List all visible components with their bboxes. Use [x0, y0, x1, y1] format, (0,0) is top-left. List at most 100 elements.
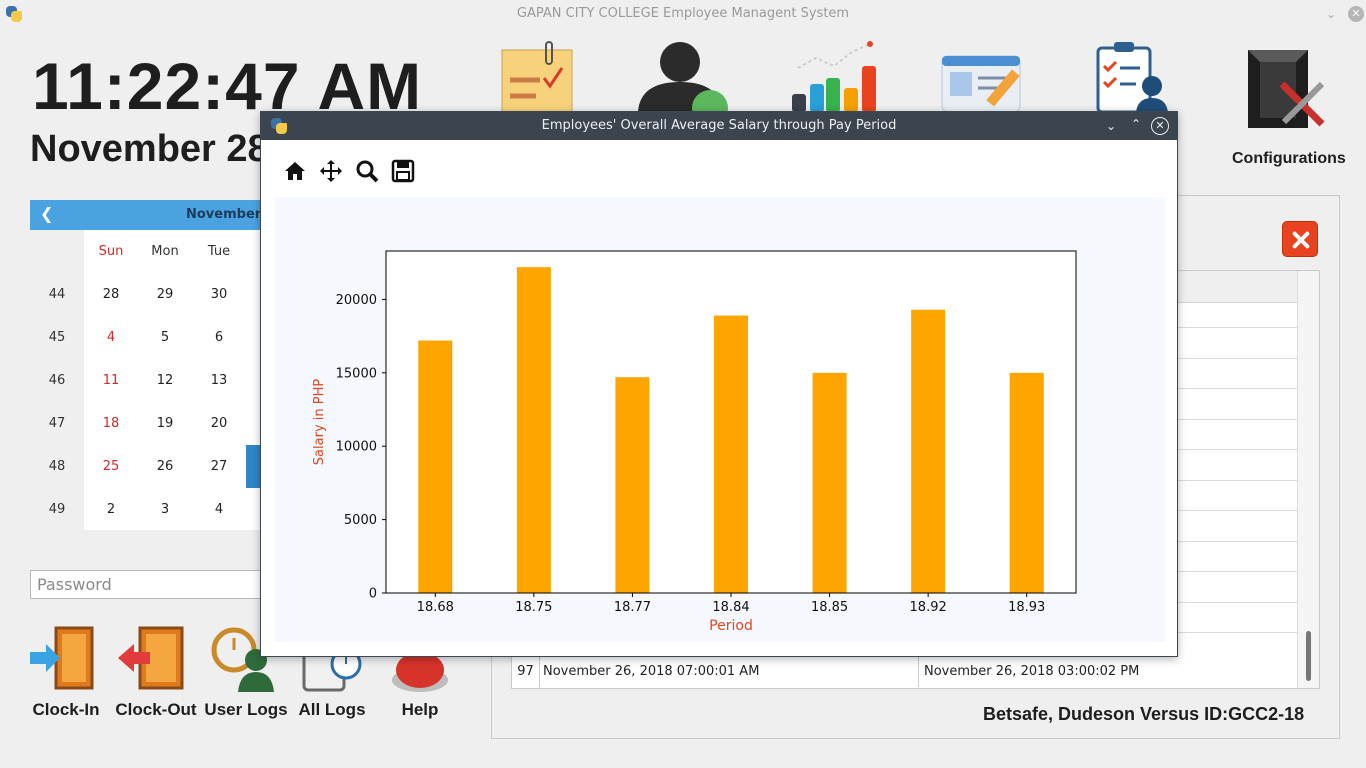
x-tick-label: 18.77: [614, 600, 651, 615]
password-input[interactable]: Password: [30, 570, 262, 599]
x-tick-label: 18.85: [811, 600, 848, 615]
all-logs-label: All Logs: [298, 700, 366, 719]
zoom-icon[interactable]: [355, 159, 379, 183]
help-button-icon: [392, 652, 448, 692]
bar-chart-icon[interactable]: [790, 40, 882, 112]
clock-out-label: Clock-Out: [115, 700, 197, 719]
row-number: 97: [512, 657, 540, 687]
table-row[interactable]: 97 November 26, 2018 07:00:01 AM Novembe…: [512, 657, 1298, 687]
week-number: 44: [48, 287, 66, 302]
plot-area: 18.68 18.75 18.77 18.84 18.85 18.92 18.93 0 5000…: [275, 197, 1165, 642]
calendar-day[interactable]: 12: [156, 373, 174, 388]
user-clock-icon: [211, 627, 274, 692]
main-title-bar: GAPAN CITY COLLEGE Employee Managent Sys…: [0, 0, 1366, 28]
chart-dialog-title: Employees' Overall Average Salary throug…: [541, 118, 897, 133]
bar-chart: 18.68 18.75 18.77 18.84 18.85 18.92 18.93 0 5000…: [312, 250, 1077, 634]
user-logs-label: User Logs: [204, 700, 288, 719]
calendar-day[interactable]: 29: [156, 287, 174, 302]
clock-out-button[interactable]: Clock-Out: [114, 626, 198, 736]
notes-icon[interactable]: [496, 40, 576, 113]
configurations-icon[interactable]: [1244, 44, 1328, 134]
table-scrollbar[interactable]: [1297, 271, 1319, 688]
calendar: ❮ November Sun Mon Tue 44 28 29 30 45 4 5 6 46 11 12 1…: [30, 200, 261, 530]
id-card-icon[interactable]: [938, 48, 1034, 113]
chevron-left-icon[interactable]: ❮: [40, 204, 54, 223]
calendar-day[interactable]: 2: [106, 502, 116, 517]
y-tick-label: 10000: [336, 440, 377, 455]
y-tick-label: 15000: [336, 366, 377, 381]
x-tick-label: 18.68: [417, 600, 454, 615]
week-number: 49: [48, 502, 66, 517]
week-number: 46: [48, 373, 66, 388]
x-axis-label: Period: [709, 618, 753, 634]
bar: [714, 315, 748, 593]
calendar-day[interactable]: 6: [214, 330, 224, 345]
time-out-cell: November 26, 2018 03:00:02 PM: [918, 657, 1139, 687]
weekday-header: Mon: [151, 244, 179, 259]
calendar-day[interactable]: 18: [102, 416, 120, 431]
all-logs-button[interactable]: All Logs: [290, 626, 374, 736]
panel-close-button[interactable]: [1282, 221, 1318, 257]
calendar-day[interactable]: 20: [210, 416, 228, 431]
time-in-cell: November 26, 2018 07:00:01 AM: [543, 664, 760, 679]
help-label: Help: [401, 700, 439, 719]
y-axis-label: Salary in PHP: [312, 379, 327, 466]
user-check-icon[interactable]: [636, 40, 736, 126]
clock-in-label: Clock-In: [32, 700, 100, 719]
x-tick-label: 18.93: [1008, 600, 1045, 615]
help-button[interactable]: Help: [380, 626, 460, 736]
bar: [418, 340, 453, 593]
weekday-header: Sun: [98, 244, 124, 259]
calendar-day[interactable]: 4: [214, 502, 224, 517]
configurations-label[interactable]: Configurations: [1232, 150, 1346, 167]
calendar-day[interactable]: 4: [106, 330, 116, 345]
scrollbar-thumb[interactable]: [1306, 631, 1311, 681]
bar: [911, 309, 946, 593]
dialog-close-button[interactable]: ✕: [1151, 117, 1169, 135]
employee-name-id: Betsafe, Dudeson Versus ID:GCC2-18: [983, 704, 1305, 724]
bar: [516, 267, 551, 593]
calendar-day[interactable]: 27: [210, 459, 228, 474]
y-tick-label: 5000: [344, 513, 377, 528]
week-number: 45: [48, 330, 66, 345]
week-number: 48: [48, 459, 66, 474]
x-tick-label: 18.75: [515, 600, 552, 615]
home-icon[interactable]: [283, 159, 307, 183]
clock-date: November 28: [30, 128, 269, 170]
door-out-icon: [118, 626, 184, 690]
window-title: GAPAN CITY COLLEGE Employee Managent Sys…: [516, 6, 850, 21]
door-in-icon: [30, 626, 94, 690]
x-tick-label: 18.92: [910, 600, 947, 615]
python-logo-icon: [5, 5, 23, 23]
clipboard-user-icon[interactable]: [1090, 40, 1170, 114]
bar: [812, 372, 847, 593]
bar: [615, 377, 650, 593]
calendar-day[interactable]: 26: [156, 459, 174, 474]
user-logs-button[interactable]: User Logs: [204, 626, 288, 736]
calendar-day[interactable]: 30: [210, 287, 228, 302]
calendar-header: ❮ November: [30, 200, 261, 230]
dialog-maximize-button[interactable]: ⌃: [1130, 117, 1142, 131]
calendar-day[interactable]: 25: [102, 459, 120, 474]
y-tick-label: 0: [369, 587, 377, 602]
save-icon[interactable]: [391, 159, 415, 183]
calendar-day[interactable]: 19: [156, 416, 174, 431]
minimize-button[interactable]: ⌄: [1325, 7, 1337, 21]
clock-time: 11:22:47 AM: [32, 49, 423, 123]
window-close-button[interactable]: ✕: [1348, 6, 1364, 22]
calendar-day[interactable]: 5: [160, 330, 170, 345]
calendar-day[interactable]: 11: [102, 373, 120, 388]
weekday-header: Tue: [207, 244, 231, 259]
chart-dialog-title-bar[interactable]: Employees' Overall Average Salary throug…: [261, 112, 1177, 140]
calendar-day[interactable]: 13: [210, 373, 228, 388]
selected-day[interactable]: [246, 445, 260, 488]
x-tick-label: 18.84: [712, 600, 749, 615]
y-tick-label: 20000: [336, 293, 377, 308]
calendar-day[interactable]: 28: [102, 287, 120, 302]
bar: [1009, 372, 1044, 593]
calendar-day[interactable]: 3: [160, 502, 170, 517]
clock-in-button[interactable]: Clock-In: [24, 626, 108, 736]
week-number: 47: [48, 416, 66, 431]
dialog-minimize-button[interactable]: ⌄: [1105, 119, 1117, 133]
pan-icon[interactable]: [319, 159, 343, 183]
